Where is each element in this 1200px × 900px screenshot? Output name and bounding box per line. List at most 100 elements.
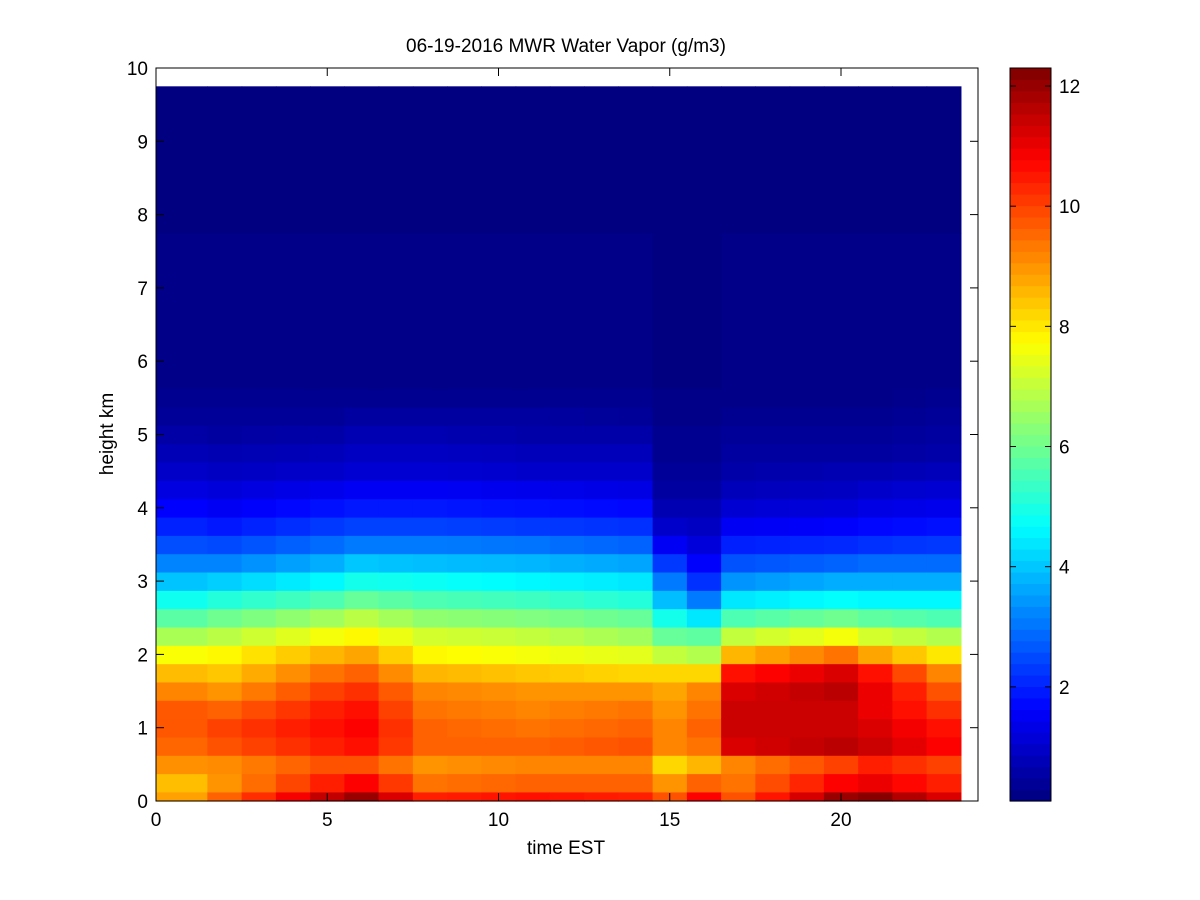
colorbar-swatch [1010,193,1051,207]
heatmap-cell [310,388,345,408]
heatmap-cell [378,516,414,536]
heatmap-cell [378,590,414,610]
heatmap-cell [618,498,654,518]
heatmap-cell [412,663,448,683]
heatmap-cell [241,663,277,683]
heatmap-cell [378,608,414,628]
colorbar-swatch [1010,686,1051,699]
heatmap-cell [892,425,928,445]
colorbar-swatch [1010,549,1051,562]
heatmap-cell [652,571,688,591]
heatmap-cell [618,461,654,481]
heatmap-cell [275,718,311,738]
heatmap-cell [412,700,448,720]
heatmap-cell [447,608,482,628]
heatmap-cell [721,645,756,665]
colorbar-swatch [1010,480,1051,493]
heatmap-cell [618,571,654,591]
heatmap-cell [344,516,380,536]
heatmap-cell [241,232,277,390]
heatmap-cell [241,480,277,500]
colorbar-swatch [1010,720,1051,733]
heatmap-cell [755,407,791,426]
heatmap-cell [823,86,859,234]
heatmap-cell [344,791,380,802]
heatmap-cell [412,232,448,390]
heatmap-cell [823,736,859,756]
heatmap-cell [755,443,791,463]
colorbar-swatch [1010,743,1051,756]
colorbar: 2 4 6 8 10 12 [1009,67,1080,802]
y-tick-label: 10 [127,59,148,80]
heatmap-cell [549,86,585,234]
heatmap-cell [481,480,517,500]
heatmap-cell [156,443,208,463]
heatmap-cell [823,388,859,408]
heatmap-cell [515,571,551,591]
heatmap-cell [721,535,756,555]
heatmap-cell [789,443,825,463]
heatmap-cell [584,498,619,518]
heatmap-cell [686,480,722,500]
heatmap-cell [241,608,277,628]
colorbar-swatch [1010,182,1051,195]
heatmap-cell [515,773,551,793]
heatmap-cell [378,407,414,426]
heatmap-cell [447,590,482,610]
x-tick-label: 15 [659,810,680,831]
heatmap-cell [447,626,482,646]
heatmap-cell [412,608,448,628]
heatmap-cell [686,388,722,408]
colorbar-swatch [1010,125,1051,138]
heatmap-cell [207,681,243,701]
heatmap-cell [412,681,448,701]
heatmap-cell [721,681,756,701]
heatmap-cell [686,791,722,802]
heatmap-cell [549,461,585,481]
colorbar-swatch [1010,583,1051,596]
heatmap-cell [721,516,756,536]
heatmap-cell [789,407,825,426]
heatmap-cell [549,516,585,536]
heatmap-cell [515,498,551,518]
heatmap-cell [310,590,345,610]
heatmap-cell [207,86,243,234]
heatmap-cell [515,232,551,390]
y-axis-label: height km [97,393,118,475]
heatmap-cell [755,425,791,445]
heatmap-cell [892,681,928,701]
heatmap-cell [823,626,859,646]
heatmap-cell [584,608,619,628]
heatmap-cell [892,571,928,591]
heatmap-cell [823,681,859,701]
heatmap-cell [858,461,893,481]
heatmap-cell [275,553,311,573]
heatmap-cell [686,645,722,665]
heatmap-cell [721,700,756,720]
heatmap-cell [926,516,962,536]
heatmap-cell [584,571,619,591]
colorbar-swatch [1010,79,1051,92]
heatmap-cell [926,425,962,445]
heatmap-cell [858,773,893,793]
heatmap-cell [481,553,517,573]
heatmap-cell [447,480,482,500]
heatmap-cell [926,407,962,426]
heatmap-cell [275,663,311,683]
heatmap-cell [686,498,722,518]
heatmap-cell [378,86,414,234]
heatmap-cell [789,571,825,591]
heatmap-cell [584,461,619,481]
heatmap-cell [686,571,722,591]
heatmap-cell [156,608,208,628]
colorbar-swatch [1010,514,1051,527]
heatmap-cell [275,407,311,426]
heatmap-cell [412,443,448,463]
colorbar-swatch [1010,709,1051,722]
heatmap-cell [823,590,859,610]
heatmap-cell [858,736,893,756]
heatmap-cell [207,407,243,426]
heatmap-cell [207,608,243,628]
heatmap-cell [858,590,893,610]
heatmap-cell [412,461,448,481]
